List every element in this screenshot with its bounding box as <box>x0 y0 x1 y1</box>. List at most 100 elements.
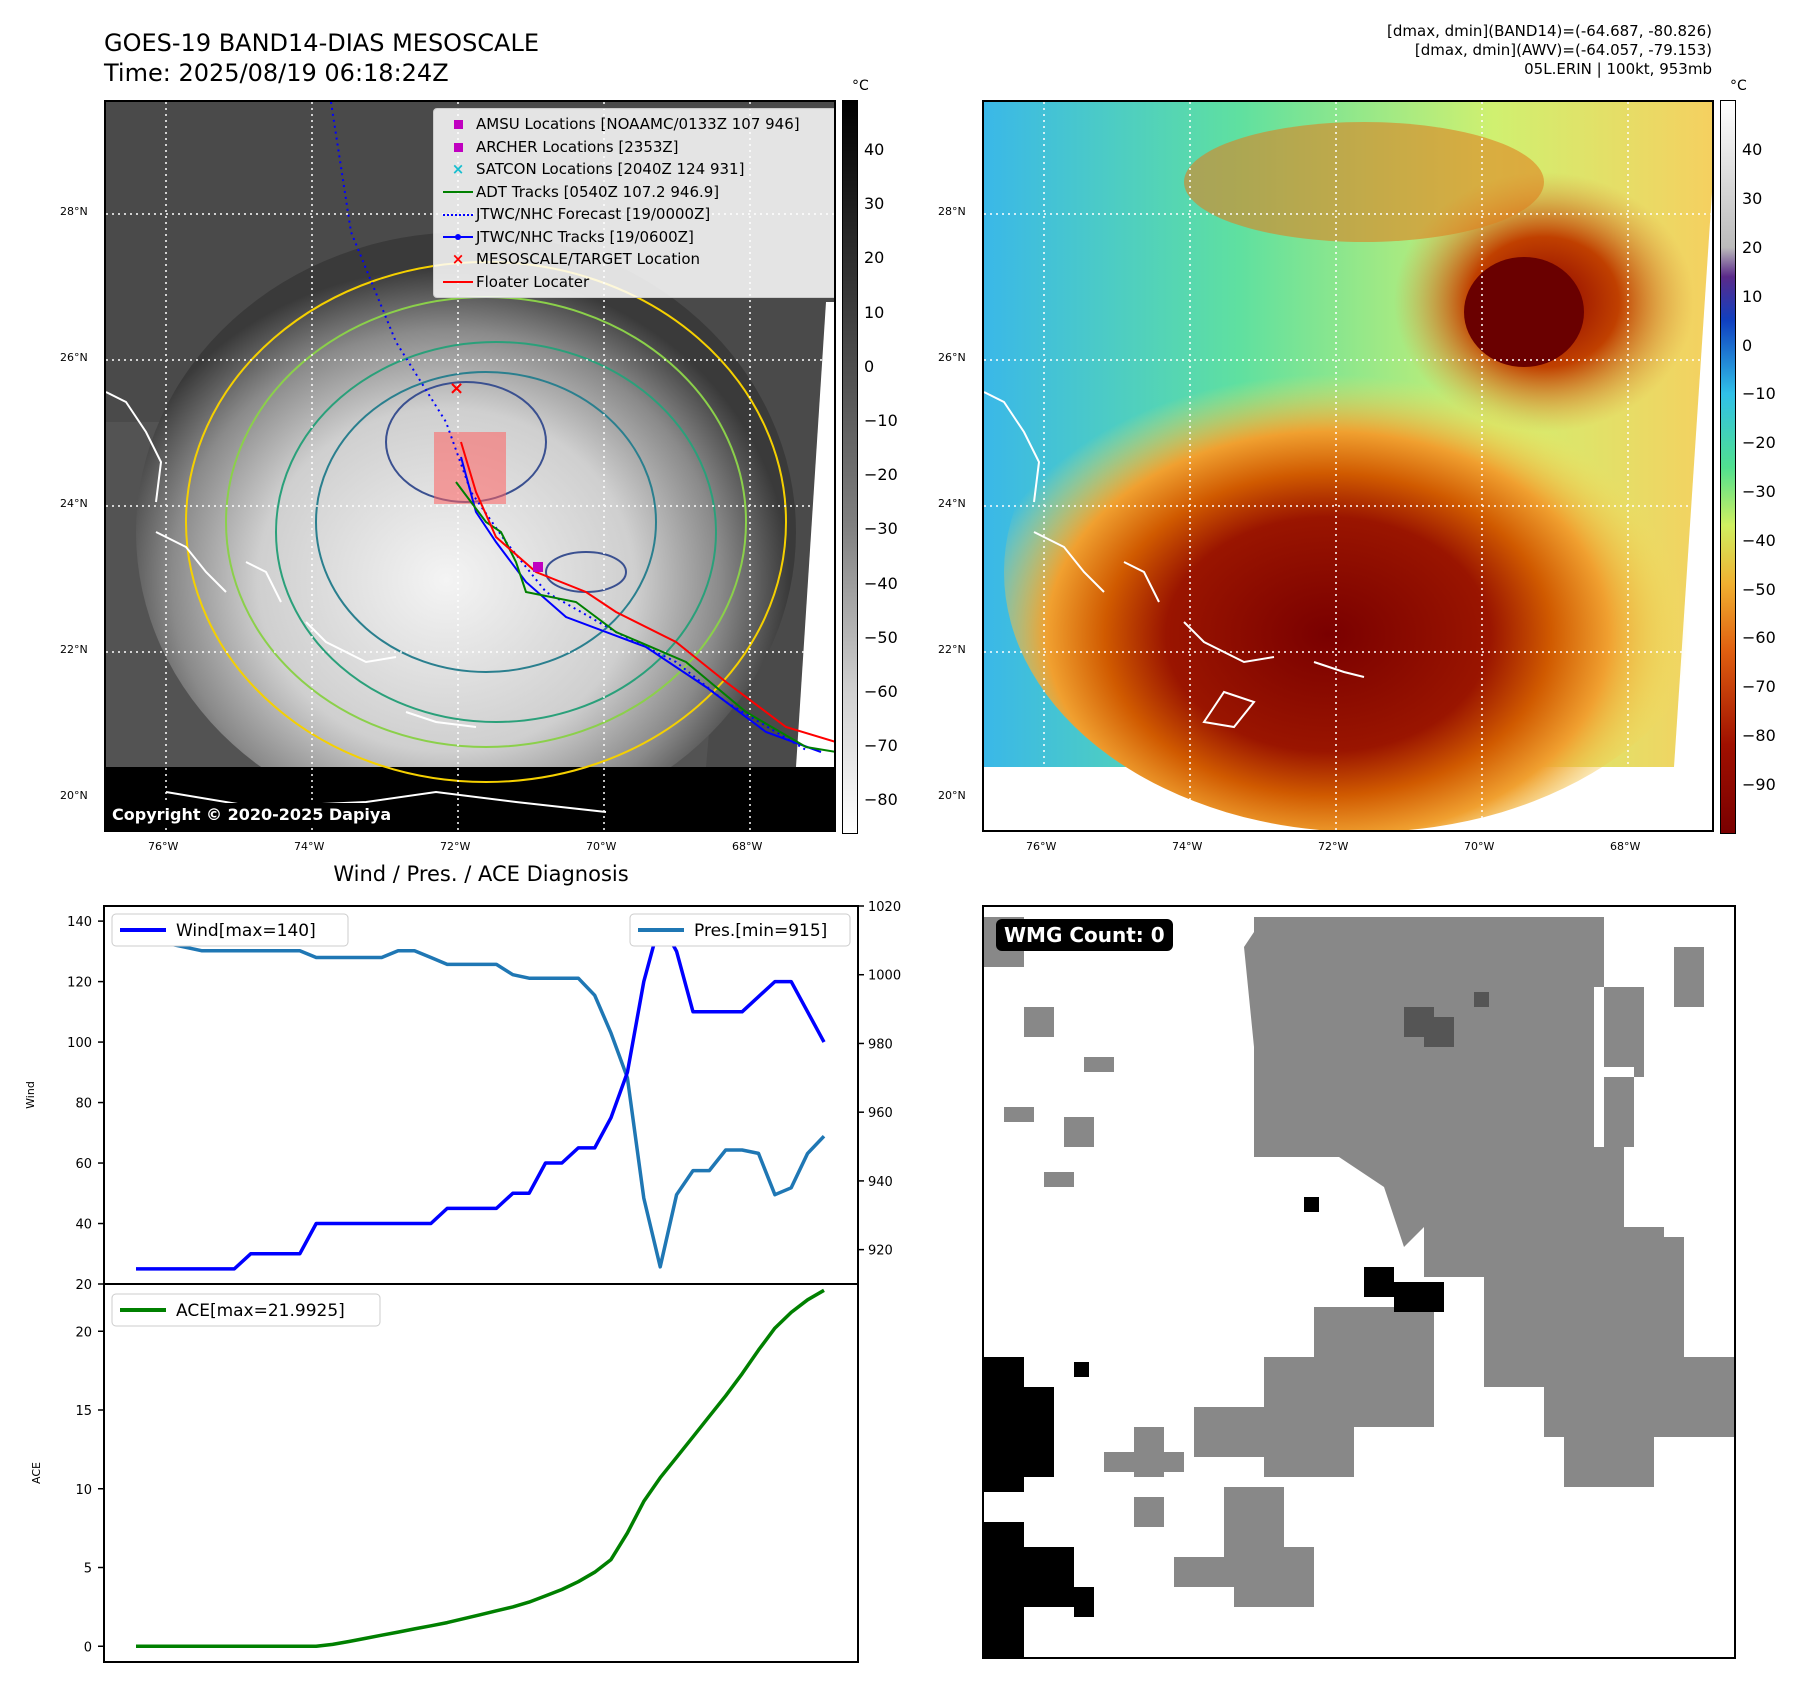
legend-label: ARCHER Locations [2353Z] <box>476 137 679 156</box>
map-legend-item: × SATCON Locations [2040Z 124 931] <box>440 158 834 181</box>
wind-tick-label: 60 <box>75 1157 92 1172</box>
legend-marker-icon <box>440 228 476 246</box>
legend-label: ADT Tracks [0540Z 107.2 946.9] <box>476 182 720 201</box>
ace-tick-label: 15 <box>75 1404 92 1419</box>
legend-label: JTWC/NHC Tracks [19/0600Z] <box>476 227 694 246</box>
intensity-info: [dmax, dmin](BAND14)=(-64.687, -80.826) … <box>1112 22 1712 79</box>
lat-label: 24°N <box>60 497 88 510</box>
map-legend-item: JTWC/NHC Tracks [19/0600Z] <box>440 226 834 249</box>
awv-colorbar-tick: −40 <box>1742 531 1776 550</box>
title-line-1: GOES-19 BAND14-DIAS MESOSCALE <box>104 29 540 57</box>
lat-label: 24°N <box>938 497 966 510</box>
pressure-tick-label: 1020 <box>868 900 901 915</box>
legend-label: JTWC/NHC Forecast [19/0000Z] <box>476 205 711 224</box>
lat-label: 22°N <box>60 643 88 656</box>
awv-colorbar-tick: 0 <box>1742 336 1753 355</box>
wind-tick-label: 120 <box>67 976 92 991</box>
storm-cloud <box>136 232 796 830</box>
wind-tick-label: 140 <box>67 915 92 930</box>
legend-marker-icon <box>440 183 476 201</box>
awv-colorbar <box>1720 100 1736 834</box>
wmg-black-regions <box>984 1197 1444 1657</box>
map-legend-item: AMSU Locations [NOAAMC/0133Z 107 946] <box>440 113 834 136</box>
pressure-legend-text: Pres.[min=915] <box>694 921 827 941</box>
lon-label: 70°W <box>1464 840 1495 853</box>
pressure-tick-label: 920 <box>868 1244 893 1259</box>
wmg-count-badge: WMG Count: 0 <box>996 919 1173 951</box>
awv-colorbar-tick: −60 <box>1742 628 1776 647</box>
ir-colorbar-tick: 10 <box>864 302 885 322</box>
pressure-tick-label: 940 <box>868 1175 893 1190</box>
awv-colorbar-tick: 30 <box>1742 189 1763 208</box>
pressure-line <box>136 928 826 1269</box>
map-legend-item: JTWC/NHC Forecast [19/0000Z] <box>440 203 834 226</box>
lon-label: 70°W <box>586 840 617 853</box>
awv-colorbar-tick: 10 <box>1742 287 1763 306</box>
legend-marker-icon: × <box>451 160 465 179</box>
wind-axis-label: Wind <box>24 1081 37 1109</box>
awv-colorbar-tick: −30 <box>1742 482 1776 501</box>
lon-label: 72°W <box>440 840 471 853</box>
ir-colorbar-tick: −40 <box>864 573 898 593</box>
wind-line <box>136 919 826 1271</box>
map-legend-item: × MESOSCALE/TARGET Location <box>440 248 834 271</box>
lon-label: 72°W <box>1318 840 1349 853</box>
lon-label: 76°W <box>1026 840 1057 853</box>
map-legend-item: ARCHER Locations [2353Z] <box>440 136 834 159</box>
storm-core <box>1004 312 1712 830</box>
legend-marker-icon <box>440 115 476 133</box>
lat-label: 26°N <box>938 351 966 364</box>
awv-colorbar-tick: −70 <box>1742 677 1776 696</box>
pressure-tick-label: 1000 <box>868 969 901 984</box>
ir-colorbar-tick: 0 <box>864 356 875 376</box>
ir-colorbar-tick: 40 <box>864 140 885 159</box>
pressure-tick-label: 980 <box>868 1037 893 1052</box>
diagnosis-title: Wind / Pres. / ACE Diagnosis <box>333 862 629 886</box>
wind-tick-label: 100 <box>67 1036 92 1051</box>
awv-map-svg <box>984 102 1712 830</box>
ir-colorbar-unit: °C <box>852 78 869 94</box>
awv-colorbar-tick: 40 <box>1742 140 1763 159</box>
awv-map-panel <box>982 100 1714 832</box>
ir-colorbar-tick: −50 <box>864 627 898 647</box>
awv-colorbar-tick: 20 <box>1742 238 1763 257</box>
copyright-label: Copyright © 2020-2025 Dapiya <box>108 803 396 826</box>
adt-track <box>455 481 834 753</box>
ir-colorbar-tick: −10 <box>864 411 898 430</box>
awv-colorbar-tick: −90 <box>1742 775 1776 794</box>
lat-label: 28°N <box>60 205 88 218</box>
ir-colorbar <box>842 100 858 834</box>
lat-label: 26°N <box>60 351 88 364</box>
awv-colorbar-unit: °C <box>1730 78 1747 94</box>
amsu-marker <box>533 562 543 572</box>
ir-colorbar-tick: −80 <box>864 790 898 810</box>
map-legend-item: Floater Locater <box>440 271 834 294</box>
ir-colorbar-tick: −60 <box>864 682 898 701</box>
figure-title: GOES-19 BAND14-DIAS MESOSCALE Time: 2025… <box>104 28 539 88</box>
ace-tick-label: 10 <box>75 1483 92 1498</box>
lon-label: 74°W <box>1172 840 1203 853</box>
awv-colorbar-tick: −50 <box>1742 580 1776 599</box>
ace-axes <box>103 1283 859 1663</box>
wmg-panel: WMG Count: 0 <box>982 905 1736 1659</box>
legend-label: SATCON Locations [2040Z 124 931] <box>476 160 745 179</box>
ace-tick-label: 0 <box>84 1640 92 1655</box>
pressure-tick-label: 960 <box>868 1106 893 1121</box>
ace-axis-label: ACE <box>30 1462 43 1484</box>
ir-colorbar-tick: −70 <box>864 736 898 756</box>
wind-tick-label: 40 <box>75 1218 92 1233</box>
legend-marker-icon <box>440 138 476 156</box>
lon-label: 74°W <box>294 840 325 853</box>
legend-marker-icon: × <box>451 250 465 269</box>
wmg-svg <box>984 917 1734 1657</box>
best-track <box>460 456 822 753</box>
ir-colorbar-tick: −20 <box>864 465 898 485</box>
diagnosis-chart: 2040608010012014092094096098010001020051… <box>24 900 901 1663</box>
info-line-1: [dmax, dmin](BAND14)=(-64.687, -80.826) <box>1387 22 1712 40</box>
info-line-2: [dmax, dmin](AWV)=(-64.057, -79.153) <box>1414 41 1712 59</box>
lon-label: 68°W <box>732 840 763 853</box>
ir-colorbar-tick: 20 <box>864 248 885 268</box>
legend-label: Floater Locater <box>476 272 590 291</box>
info-line-3: 05L.ERIN | 100kt, 953mb <box>1524 60 1712 78</box>
legend-marker-icon <box>440 205 476 223</box>
